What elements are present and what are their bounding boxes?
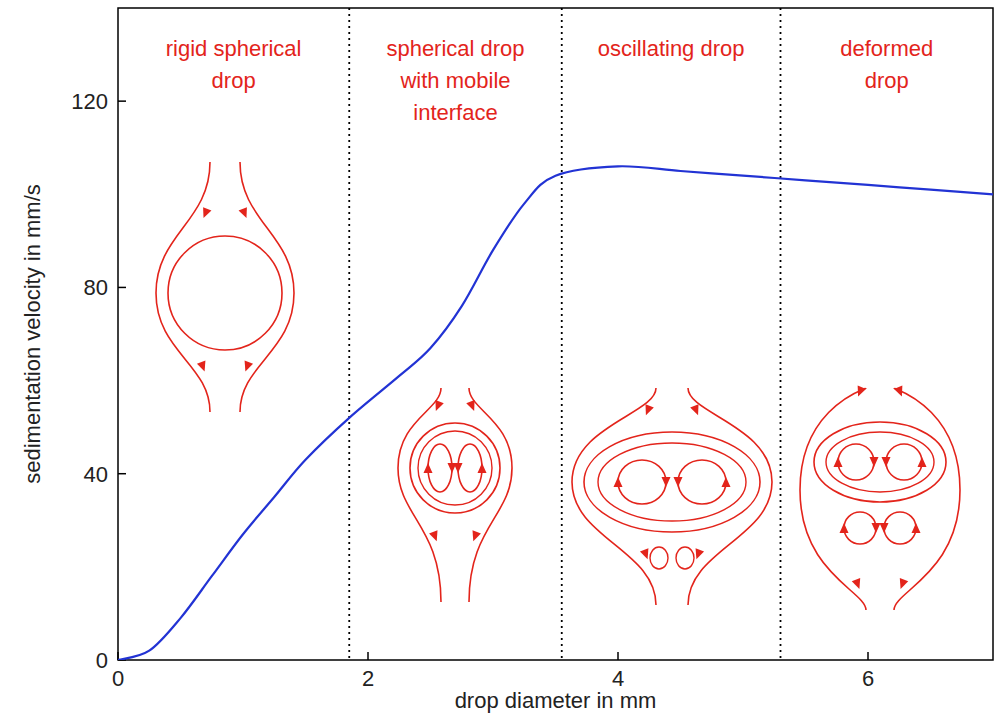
- flow-arrow: [894, 386, 902, 397]
- drop: [814, 422, 946, 502]
- vortex: [886, 444, 922, 480]
- vortex: [618, 460, 666, 504]
- regime-label: drop: [212, 68, 256, 93]
- flow-arrow: [645, 404, 653, 415]
- flow-arrow: [197, 361, 205, 372]
- x-tick-label: 2: [362, 666, 374, 691]
- flow-arrow: [429, 530, 437, 541]
- drop-inner: [598, 443, 746, 521]
- flow-arrow: [852, 578, 860, 589]
- flow-arrow: [614, 477, 623, 487]
- flow-arrow: [435, 400, 443, 411]
- x-tick-label: 6: [862, 666, 874, 691]
- vortex: [428, 444, 452, 492]
- flow-arrow: [834, 457, 843, 467]
- drop: [410, 423, 500, 513]
- flow-arrow: [472, 530, 480, 541]
- flow-arrow: [245, 361, 253, 372]
- drop: [584, 432, 760, 532]
- y-tick-label: 0: [96, 648, 108, 673]
- regime-label: rigid spherical: [166, 36, 302, 61]
- streamline: [469, 388, 512, 602]
- drop-inner: [826, 432, 934, 492]
- flow-arrow: [454, 463, 463, 473]
- regime-label: with mobile: [399, 68, 510, 93]
- x-axis-title: drop diameter in mm: [455, 688, 657, 713]
- regime-label: spherical drop: [386, 36, 524, 61]
- vortex: [458, 444, 482, 492]
- flow-arrow: [882, 457, 891, 467]
- regime-label: oscillating drop: [598, 36, 745, 61]
- x-tick: [867, 652, 869, 660]
- streamline: [398, 388, 441, 602]
- velocity-curve: [118, 166, 993, 660]
- regime-label: interface: [413, 100, 497, 125]
- streamline: [894, 388, 960, 610]
- flow-arrow: [872, 523, 881, 533]
- y-tick-label: 40: [84, 462, 108, 487]
- flow-diagrams: [156, 162, 960, 610]
- flow-arrow: [466, 400, 474, 411]
- flow-arrow: [662, 477, 671, 487]
- vortex: [678, 460, 726, 504]
- y-tick: [118, 473, 126, 475]
- chart: 024604080120drop diameter in mmsedimenta…: [0, 0, 999, 722]
- x-tick: [367, 652, 369, 660]
- flow-arrow: [912, 523, 921, 533]
- flow-arrow: [840, 523, 849, 533]
- streamline: [156, 162, 210, 412]
- x-tick: [617, 652, 619, 660]
- wake-vortex: [650, 547, 668, 569]
- flow-arrow: [690, 404, 698, 415]
- flow-arrow: [640, 548, 648, 559]
- flow-arrow: [722, 477, 731, 487]
- vortex: [884, 512, 916, 544]
- regime-label: drop: [865, 68, 909, 93]
- flow-arrow: [203, 207, 211, 218]
- data-group: [118, 166, 993, 660]
- y-tick-label: 80: [84, 275, 108, 300]
- drop: [168, 236, 282, 350]
- flow-arrow: [696, 548, 704, 559]
- vortex: [844, 512, 876, 544]
- flow-arrow: [424, 463, 433, 473]
- flow-arrow: [858, 386, 866, 397]
- plot-frame: [118, 8, 993, 660]
- streamline: [572, 388, 656, 605]
- flow-arrow: [900, 578, 908, 589]
- regime-boundary: [561, 8, 563, 660]
- flow-arrow: [478, 463, 487, 473]
- regime-label: deformed: [840, 36, 933, 61]
- streamline: [240, 162, 294, 412]
- y-tick: [118, 287, 126, 289]
- flow-arrow: [674, 477, 683, 487]
- streamline: [688, 388, 772, 605]
- flow-arrow: [239, 207, 247, 218]
- x-tick-label: 0: [112, 666, 124, 691]
- streamline: [800, 388, 866, 610]
- drop-inner: [418, 431, 492, 505]
- regime-boundary: [780, 8, 782, 660]
- flow-arrow: [870, 457, 879, 467]
- y-tick: [118, 100, 126, 102]
- y-tick-label: 120: [71, 89, 108, 114]
- regime-boundary: [348, 8, 350, 660]
- flow-arrow: [880, 523, 889, 533]
- y-axis-title: sedimentation velocity in mm/s: [20, 184, 45, 484]
- wake-vortex: [676, 547, 694, 569]
- vortex: [838, 444, 874, 480]
- flow-arrow: [918, 457, 927, 467]
